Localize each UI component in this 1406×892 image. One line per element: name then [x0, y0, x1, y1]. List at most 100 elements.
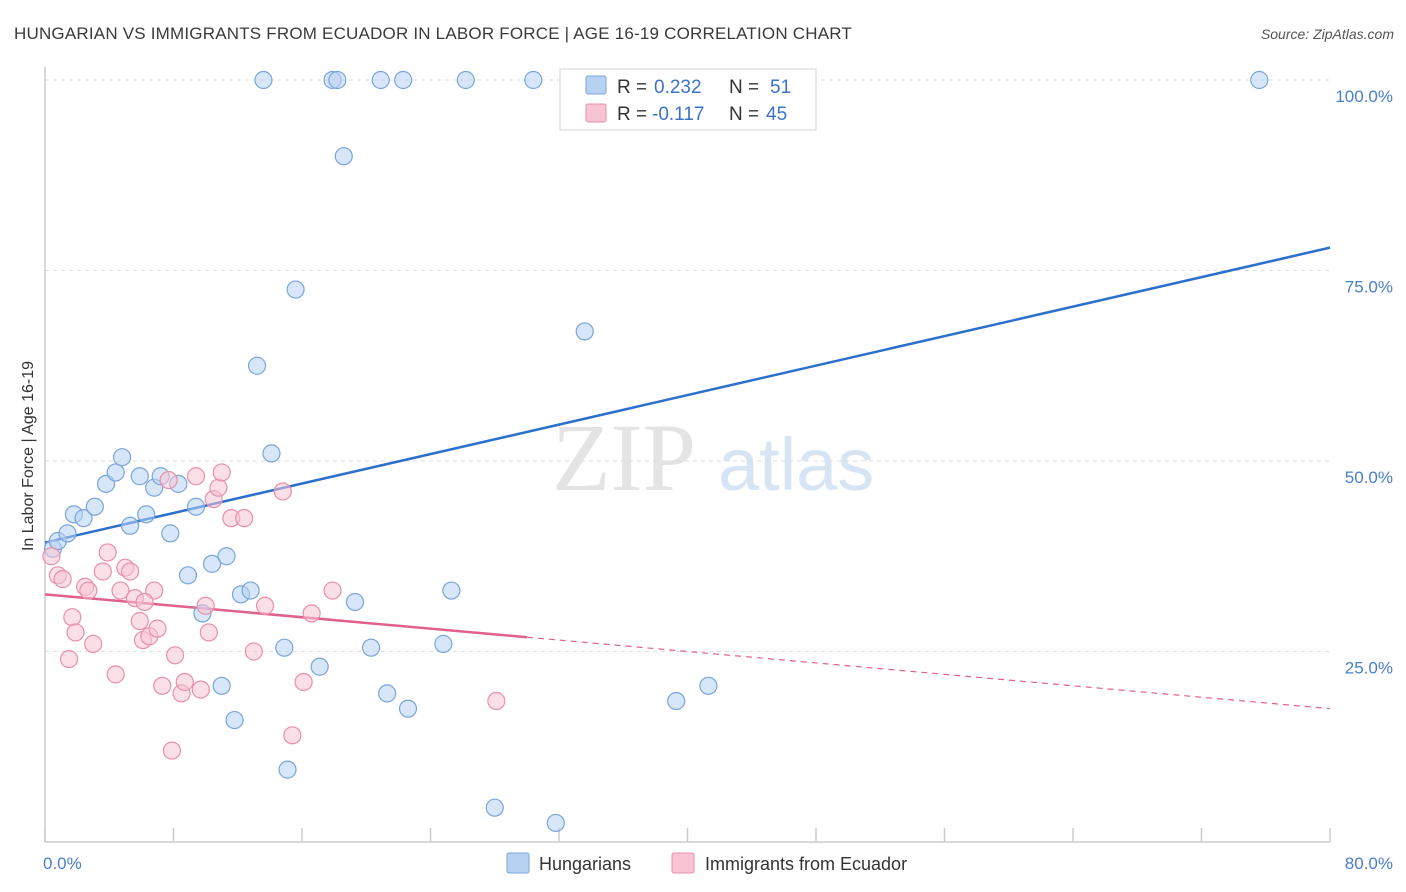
point-hungarians-38: [398, 699, 418, 718]
point-hungarians-28: [278, 760, 297, 779]
point-ecuador-26: [175, 672, 194, 692]
legend-n-label-1: N =: [729, 77, 759, 98]
point-ecuador-24: [166, 646, 185, 665]
point-hungarians-9: [121, 516, 140, 535]
legend-swatch-hungarians: [585, 75, 607, 95]
legend-r-label-1: R =: [617, 77, 647, 98]
point-hungarians-16: [178, 566, 198, 585]
legend-r-value-hungarians: 0.232: [654, 77, 702, 98]
point-hungarians-25: [254, 70, 273, 90]
point-hungarians-29: [286, 280, 305, 299]
point-ecuador-4: [63, 608, 82, 627]
point-hungarians-36: [378, 684, 397, 703]
point-ecuador-35: [235, 509, 254, 528]
point-hungarians-40: [442, 581, 461, 600]
x-tick-label-80: 80.0%: [1345, 854, 1393, 873]
point-hungarians-34: [345, 592, 365, 612]
point-hungarians-14: [161, 524, 180, 543]
tick-labels: 25.0% 50.0% 75.0% 100.0% 0.0% 80.0%: [43, 87, 1393, 873]
point-hungarians-4: [74, 509, 93, 528]
point-ecuador-36: [244, 642, 263, 661]
trend-line-1: [44, 593, 527, 639]
gridlines: [45, 79, 1330, 652]
point-ecuador-40: [294, 672, 313, 692]
point-ecuador-20: [148, 619, 167, 638]
chart-title: HUNGARIAN VS IMMIGRANTS FROM ECUADOR IN …: [14, 24, 852, 43]
trend-line-0: [44, 246, 1331, 544]
legend-n-label-2: N =: [729, 104, 759, 125]
point-ecuador-10: [98, 543, 117, 562]
point-hungarians-42: [485, 798, 504, 817]
x-tick-label-0: 0.0%: [43, 854, 82, 873]
point-ecuador-30: [199, 623, 218, 642]
legend-r-label-2: R =: [617, 104, 647, 125]
point-hungarians-45: [575, 322, 594, 341]
point-ecuador-8: [84, 634, 103, 653]
point-ecuador-2: [53, 570, 72, 589]
series-legend-swatch-hungarians: [506, 852, 530, 874]
point-hungarians-30: [310, 657, 329, 676]
point-ecuador-28: [191, 680, 210, 699]
point-ecuador-32: [209, 478, 228, 497]
point-hungarians-7: [106, 463, 125, 482]
point-ecuador-22: [159, 470, 178, 490]
point-hungarians-33: [334, 147, 353, 166]
point-ecuador-21: [153, 676, 172, 695]
legend-n-value-hungarians: 51: [770, 77, 791, 98]
point-hungarians-35: [361, 638, 381, 657]
y-tick-label-75: 75.0%: [1345, 278, 1393, 297]
point-hungarians-5: [85, 497, 104, 516]
point-hungarians-26: [262, 444, 281, 463]
point-ecuador-42: [323, 581, 342, 600]
point-hungarians-10: [130, 467, 149, 486]
point-hungarians-21: [217, 547, 236, 566]
point-ecuador-27: [186, 467, 206, 486]
legend-swatch-ecuador: [585, 103, 607, 123]
point-hungarians-46: [667, 691, 686, 711]
legend-n-value-ecuador: 45: [766, 104, 787, 125]
source-credit: Source: ZipAtlas.com: [1261, 26, 1394, 42]
y-tick-label-25: 25.0%: [1345, 659, 1393, 678]
point-hungarians-11: [137, 505, 156, 524]
point-hungarians-47: [699, 676, 718, 695]
trend-lines: [44, 246, 1331, 710]
point-hungarians-37: [394, 70, 413, 90]
point-ecuador-16: [130, 611, 149, 631]
series-legend-swatch-ecuador: [671, 852, 695, 874]
point-hungarians-48: [1250, 70, 1269, 90]
point-ecuador-3: [59, 650, 79, 669]
point-hungarians-24: [247, 356, 267, 375]
correlation-legend: R = 0.232 N = 51 R = -0.117 N = 45: [559, 68, 817, 131]
point-ecuador-43: [487, 691, 506, 711]
point-hungarians-41: [456, 70, 475, 90]
point-hungarians-8: [112, 448, 132, 467]
point-ecuador-37: [255, 596, 275, 615]
point-ecuador-33: [212, 463, 231, 482]
point-ecuador-5: [66, 623, 85, 642]
series-legend-label-hungarians: Hungarians: [539, 854, 631, 874]
legend-r-value-ecuador: -0.117: [652, 104, 704, 125]
watermark-atlas: atlas: [718, 423, 874, 506]
point-hungarians-44: [546, 813, 565, 833]
point-hungarians-20: [212, 676, 231, 695]
point-ecuador-7: [79, 581, 98, 600]
point-hungarians-43: [524, 70, 543, 90]
point-ecuador-9: [93, 562, 112, 581]
point-ecuador-14: [121, 562, 140, 581]
point-hungarians-19: [202, 554, 222, 573]
point-ecuador-29: [196, 596, 215, 615]
point-ecuador-12: [111, 581, 130, 600]
point-hungarians-49: [371, 70, 390, 90]
scatter-points: [42, 70, 1269, 833]
point-hungarians-50: [241, 581, 260, 600]
axes: [44, 67, 1331, 843]
trend-line-extension-1: [526, 636, 1331, 710]
point-ecuador-11: [106, 665, 125, 684]
point-ecuador-38: [273, 482, 292, 501]
point-ecuador-0: [42, 547, 61, 566]
point-ecuador-44: [135, 592, 154, 612]
point-ecuador-39: [283, 726, 302, 745]
y-tick-label-50: 50.0%: [1345, 468, 1393, 487]
point-hungarians-32: [328, 70, 347, 90]
